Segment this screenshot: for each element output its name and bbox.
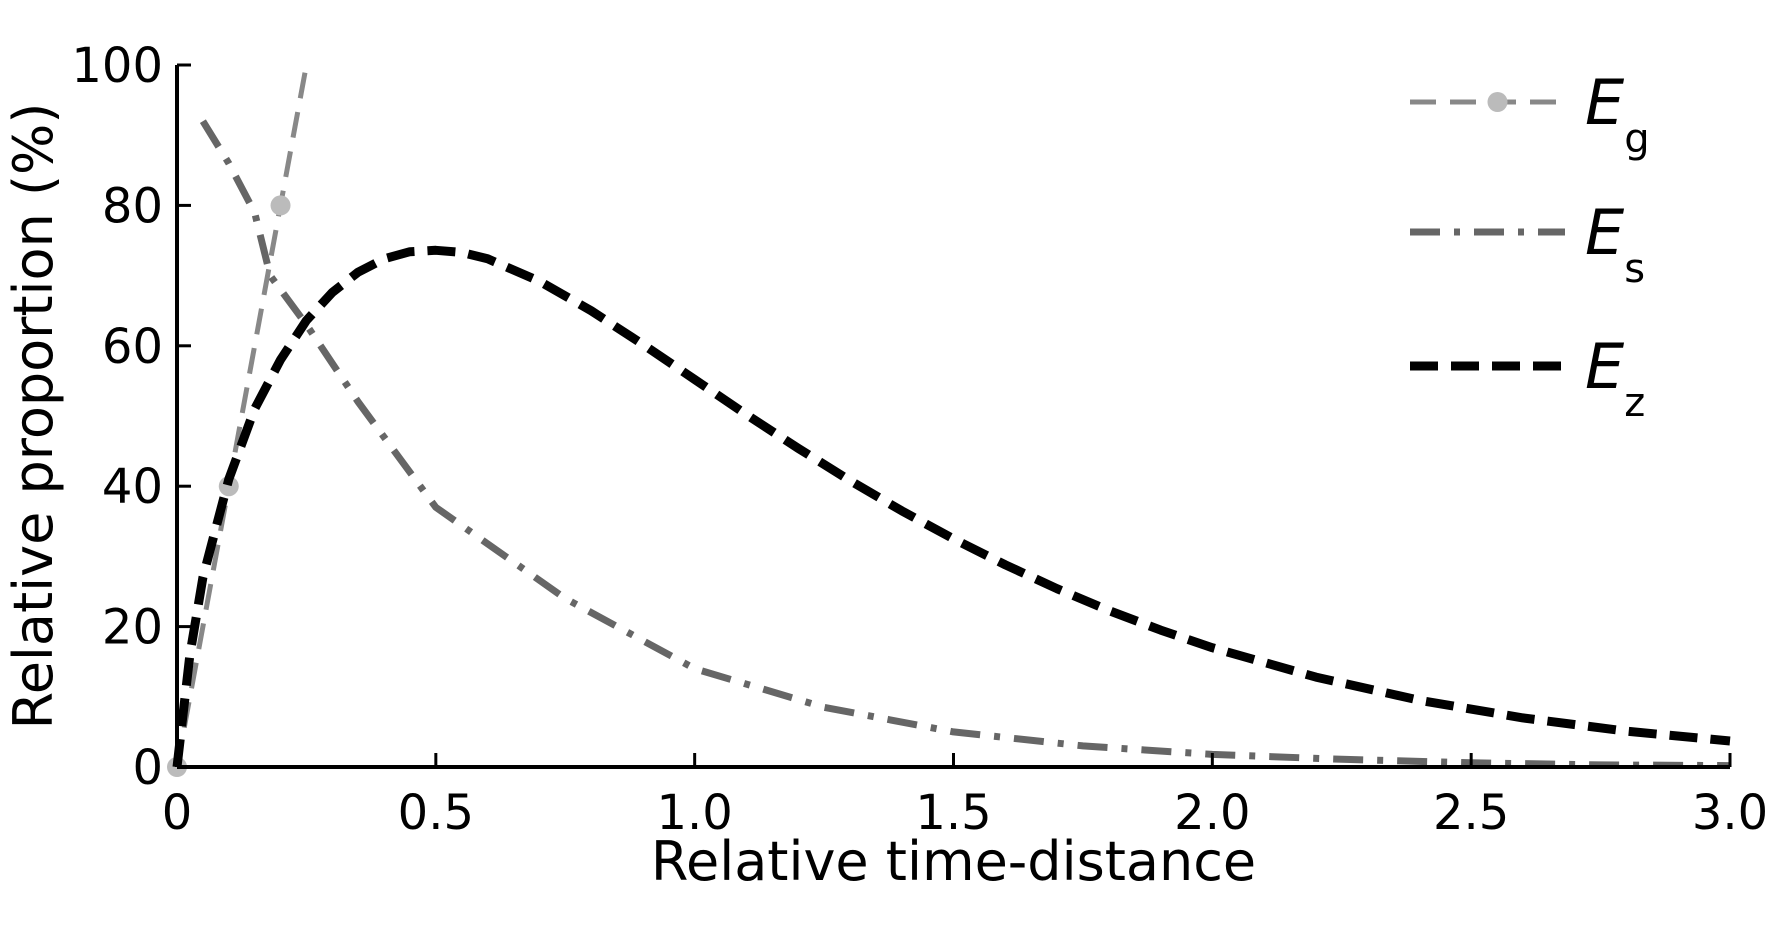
legend-label-main: E [1585, 66, 1625, 139]
legend-label-main: E [1585, 196, 1625, 269]
x-tick-label: 1.5 [915, 785, 991, 841]
legend-label-subscript: g [1624, 116, 1649, 162]
series-es-line [199, 119, 1731, 770]
x-tick-label: 2.5 [1433, 785, 1509, 841]
series-es [199, 119, 1731, 770]
series-ez [172, 245, 1731, 768]
y-tick-label: 40 [102, 459, 163, 515]
series-eg-line [174, 64, 309, 768]
x-tick-label: 0 [162, 785, 193, 841]
x-axis-title: Relative time-distance [651, 830, 1256, 893]
series-eg-marker [270, 195, 291, 216]
y-tick-label: 60 [102, 319, 163, 375]
x-tick-label: 3.0 [1692, 785, 1768, 841]
y-tick-label: 80 [102, 178, 163, 234]
series-eg [167, 64, 309, 777]
x-tick-label: 0.5 [398, 785, 474, 841]
legend-marker-sample [1487, 92, 1508, 112]
legend-label: Es [1585, 196, 1645, 292]
legend-label: Eg [1585, 66, 1650, 162]
legend-label-subscript: s [1624, 246, 1645, 292]
y-tick-label: 100 [71, 38, 163, 94]
legend-entry-ez: Ez [1410, 330, 1645, 426]
series-ez-line [172, 245, 1731, 768]
y-axis-title: Relative proportion (%) [2, 103, 65, 730]
axes-layer [175, 65, 1730, 769]
legend-entry-eg: Eg [1410, 66, 1650, 162]
x-tick-label: 2.0 [1174, 785, 1250, 841]
legend-label: Ez [1585, 330, 1645, 426]
y-tick-label: 20 [102, 600, 163, 656]
legend-entry-es: Es [1410, 196, 1645, 292]
legend-label-subscript: z [1624, 380, 1645, 426]
series-layer [167, 64, 1731, 777]
legend-label-main: E [1585, 330, 1625, 403]
ticks-layer: 0 0.5 1.0 1.5 2.0 2.5 3.0 0 20 40 60 80 100 [71, 38, 1768, 841]
y-tick-label: 0 [132, 740, 163, 796]
x-tick-label: 1.0 [656, 785, 732, 841]
